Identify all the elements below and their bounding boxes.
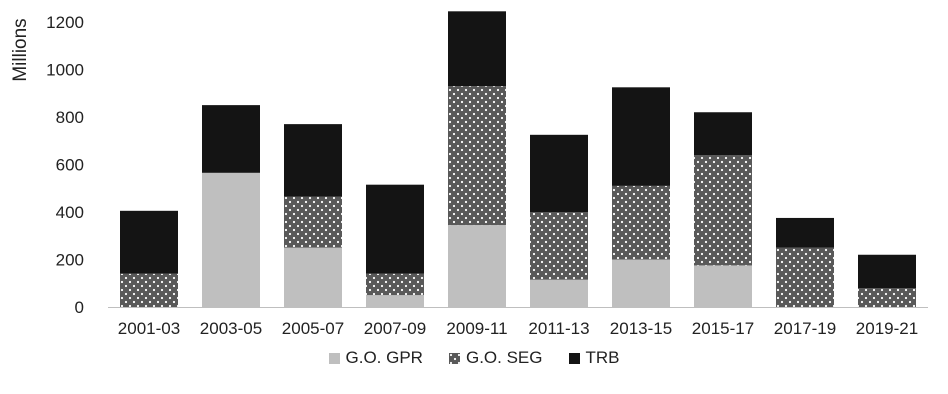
bar-segment-trb-2001-03 [120,210,178,274]
bar-segment-g-o-seg-2009-11 [448,86,506,226]
legend-label-go-gpr: G.O. GPR [345,348,423,367]
legend: G.O. GPR G.O. SEG TRB [0,346,948,370]
x-axis-ticks: 2001-03 2003-05 2005-07 2007-09 2009-11 2011-… [118,319,918,338]
legend-swatch-go-seg [448,352,460,364]
bar-segment-trb-2013-15 [612,87,670,186]
bar-segment-g-o-seg-2011-13 [530,212,588,280]
x-tick-label: 2011-13 [528,319,589,338]
y-tick-label: 1000 [46,61,84,80]
bar-segment-g-o-gpr-2005-07 [284,247,342,307]
bar-segment-g-o-gpr-2011-13 [530,279,588,307]
y-tick-label: 1200 [46,13,84,32]
y-tick-label: 200 [56,251,84,270]
y-tick-label: 600 [56,156,84,175]
x-tick-label: 2019-21 [856,319,918,338]
bar-segment-g-o-seg-2013-15 [612,185,670,260]
x-tick-label: 2015-17 [692,319,754,338]
x-tick-label: 2005-07 [282,319,344,338]
bar-segment-g-o-gpr-2015-17 [694,265,752,307]
bar-segment-g-o-gpr-2009-11 [448,225,506,307]
y-tick-label: 0 [75,298,84,317]
legend-label-go-seg: G.O. SEG [465,348,543,367]
y-tick-label: 800 [56,108,84,127]
bar-segment-trb-2015-17 [694,112,752,155]
bar-segment-g-o-gpr-2013-15 [612,259,670,307]
bar-segment-g-o-seg-2015-17 [694,155,752,266]
y-tick-label: 400 [56,203,84,222]
bar-segment-trb-2019-21 [858,254,916,288]
legend-swatch-trb [568,352,580,364]
y-axis-ticks: 0 200 400 600 800 1000 1200 [46,13,84,317]
bar-segment-trb-2003-05 [202,105,260,173]
x-tick-label: 2001-03 [118,319,180,338]
bar-segment-trb-2009-11 [448,11,506,87]
legend-swatch-go-gpr [328,352,340,364]
bar-segment-g-o-seg-2005-07 [284,196,342,248]
legend-item-go-seg: G.O. SEG [448,348,543,368]
legend-item-trb: TRB [568,348,620,368]
legend-item-go-gpr: G.O. GPR [328,348,423,368]
bar-segment-g-o-gpr-2007-09 [366,295,424,307]
stacked-bar-chart: 0 200 400 600 800 1000 1200 2001-03 2003-05 2005… [10,11,928,338]
bar-segment-g-o-seg-2017-19 [776,247,834,307]
bar-segment-g-o-seg-2007-09 [366,273,424,296]
legend-label-trb: TRB [585,348,620,367]
bars [120,11,916,307]
y-axis-title: Millions [10,18,31,81]
bar-segment-g-o-seg-2001-03 [120,273,178,307]
x-tick-label: 2003-05 [200,319,262,338]
x-tick-label: 2017-19 [774,319,836,338]
x-tick-label: 2013-15 [610,319,672,338]
bar-segment-trb-2005-07 [284,124,342,197]
bar-segment-trb-2007-09 [366,184,424,274]
bar-segment-g-o-gpr-2003-05 [202,172,260,307]
bar-segment-trb-2017-19 [776,217,834,248]
x-tick-label: 2007-09 [364,319,426,338]
x-tick-label: 2009-11 [446,319,507,338]
bar-segment-trb-2011-13 [530,134,588,212]
bar-segment-g-o-seg-2019-21 [858,288,916,307]
